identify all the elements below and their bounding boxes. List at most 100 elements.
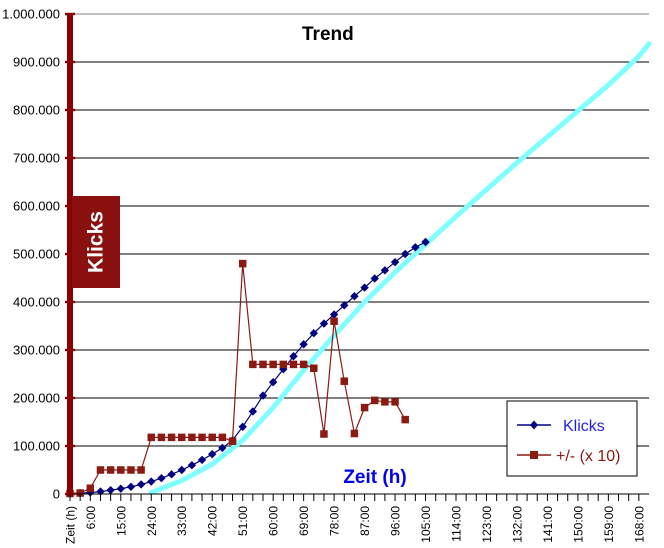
legend-label-plusminus: +/- (x 10) — [556, 448, 620, 465]
data-point-marker — [177, 465, 186, 475]
data-point-marker — [218, 433, 227, 442]
data-point-marker — [198, 433, 206, 442]
data-point-marker — [350, 292, 359, 301]
y-axis-title-group: Klicks — [72, 196, 120, 288]
x-axis-tick-label: 150:00 — [571, 506, 585, 543]
data-point-marker — [381, 398, 389, 406]
data-point-marker — [421, 237, 430, 247]
data-point-marker — [188, 433, 196, 442]
data-point-marker — [320, 430, 328, 438]
x-axis-tick-labels: Zeit (h) 6:00 15:00 24:00 33:00 42:00 51:00 60:… — [64, 506, 647, 544]
legend-box — [506, 400, 638, 477]
y-axis-tick-label: 1.000.000 — [2, 7, 60, 22]
data-point-marker — [167, 433, 176, 442]
data-point-marker — [147, 433, 156, 442]
x-axis-tick-label: 60:00 — [267, 506, 281, 536]
x-axis-tick-label: 69:00 — [297, 506, 311, 536]
x-axis-tick-label: 42:00 — [206, 506, 220, 536]
y-axis-tick-label: 200.000 — [13, 391, 60, 406]
data-point-marker — [137, 466, 145, 474]
trend-line — [148, 41, 652, 496]
x-axis-tick-label: 123:00 — [480, 506, 494, 543]
series-klicks — [65, 237, 430, 498]
data-point-marker — [228, 437, 237, 445]
data-point-marker — [360, 283, 369, 292]
data-point-marker — [238, 422, 247, 431]
diamond-icon — [530, 420, 538, 430]
x-axis-title: Zeit (h) — [343, 467, 406, 488]
data-point-marker — [177, 433, 186, 442]
legend-item-klicks: Klicks — [517, 418, 605, 435]
data-point-marker — [340, 377, 349, 385]
data-point-marker — [340, 301, 349, 310]
x-axis-tick-label: 33:00 — [175, 506, 189, 536]
data-point-marker — [126, 482, 136, 491]
data-point-marker — [380, 266, 390, 275]
data-point-marker — [360, 403, 369, 412]
data-point-marker — [329, 310, 339, 319]
axes — [65, 12, 649, 501]
series-plusminus — [66, 259, 409, 498]
x-axis-tick-label: 159:00 — [602, 506, 616, 543]
data-point-marker — [319, 319, 329, 328]
data-point-marker — [208, 449, 217, 459]
data-point-marker — [330, 317, 338, 325]
grid-lines — [70, 13, 649, 495]
data-point-marker — [259, 360, 267, 369]
data-point-marker — [370, 396, 379, 405]
y-axis-tick-label: 500.000 — [13, 247, 60, 262]
data-series-layer — [65, 237, 430, 498]
data-point-marker — [218, 443, 227, 453]
data-point-marker — [391, 398, 399, 406]
data-point-marker — [76, 489, 84, 497]
x-axis-tick-label: 24:00 — [145, 506, 159, 536]
data-point-marker — [401, 415, 409, 424]
square-icon — [530, 451, 538, 459]
y-axis-tick-label: 600.000 — [13, 199, 60, 214]
data-point-marker — [167, 470, 176, 479]
data-point-marker — [248, 407, 258, 416]
chart-title: Trend — [302, 24, 354, 45]
x-axis-tick-label: 168:00 — [632, 506, 646, 543]
y-axis-tick-labels: 0 100.000 200.000 300.000 400.000 500.000 600.… — [2, 7, 60, 502]
data-point-marker — [106, 466, 115, 474]
x-axis-tick-label: 132:00 — [510, 506, 524, 543]
y-axis-tick-label: 300.000 — [13, 343, 60, 358]
x-axis-tick-label: 105:00 — [419, 506, 433, 543]
data-point-marker — [390, 257, 400, 267]
data-point-marker — [249, 360, 257, 369]
data-point-marker — [157, 473, 166, 483]
x-axis-tick-label: 87:00 — [358, 506, 372, 536]
data-point-marker — [197, 455, 207, 465]
data-point-marker — [238, 259, 247, 268]
data-point-marker — [299, 340, 308, 349]
x-axis-tick-label: 141:00 — [541, 506, 555, 543]
data-point-marker — [289, 352, 298, 361]
data-point-marker — [350, 429, 359, 438]
y-axis-tick-label: 400.000 — [13, 295, 60, 310]
y-axis-tick-label: 800.000 — [13, 103, 60, 118]
data-point-marker — [147, 477, 156, 486]
data-point-marker — [116, 484, 125, 493]
y-axis-tick-label: 100.000 — [13, 439, 60, 454]
data-point-marker — [401, 249, 410, 259]
data-point-marker — [310, 364, 318, 372]
x-axis-tick-label: 114:00 — [450, 506, 464, 542]
data-point-marker — [86, 484, 95, 492]
data-point-marker — [411, 243, 420, 252]
data-point-marker — [127, 466, 135, 474]
data-point-marker — [187, 461, 197, 470]
data-point-marker — [370, 274, 379, 283]
data-point-marker — [258, 391, 268, 400]
legend-label-klicks: Klicks — [563, 418, 605, 435]
data-point-marker — [269, 360, 277, 369]
data-point-marker — [268, 377, 278, 387]
data-point-marker — [117, 466, 125, 474]
x-axis-tick-label: Zeit (h) — [64, 506, 78, 544]
y-axis-title-box — [72, 196, 120, 288]
data-point-marker — [279, 360, 288, 369]
data-point-marker — [106, 485, 115, 495]
data-point-marker — [289, 360, 298, 369]
